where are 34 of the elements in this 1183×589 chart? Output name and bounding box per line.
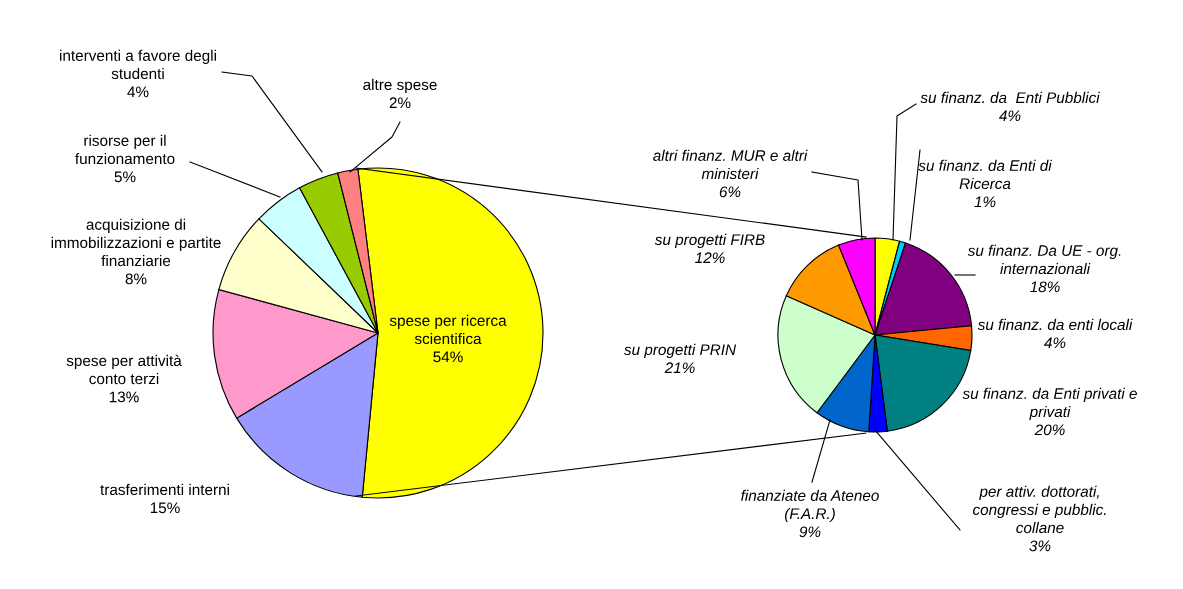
data-label: 4% [127, 86, 149, 98]
data-label: 12% [695, 252, 725, 264]
data-label: 2% [389, 97, 411, 109]
slice-label: risorse per il funzionamento [75, 134, 175, 165]
data-label: 21% [664, 362, 695, 374]
slice-label: su finanz. da Enti privati e privati [962, 387, 1137, 421]
slice-label: su progetti PRIN [624, 343, 737, 359]
data-label: 4% [999, 110, 1021, 122]
slice-label: interventi a favore degli studenti [60, 49, 216, 80]
data-label: 54% [433, 351, 463, 363]
data-label: 6% [719, 186, 741, 198]
slice-label: su finanz. da Enti Pubblici [920, 91, 1100, 104]
slice-label: trasferimenti interni [100, 483, 229, 496]
slice-label: altri finanz. MUR e altri ministeri [653, 149, 808, 180]
slice-label: altre spese [363, 78, 437, 94]
slice-label: su progetti FIRB [654, 233, 765, 249]
slice-label: su finanz. Da UE - org. internazionali [967, 244, 1121, 275]
data-label: 9% [799, 526, 821, 538]
data-label: 18% [1030, 281, 1060, 293]
data-label: 20% [1034, 424, 1065, 436]
data-label: 5% [114, 171, 136, 183]
slice-label: spese per ricerca scientifica [389, 314, 507, 345]
data-label: 3% [1029, 540, 1051, 552]
slice-label: per attiv. dottorati, congressi e pubblic. collane [972, 485, 1106, 534]
data-label: 4% [1044, 337, 1066, 349]
slice-label: finanziate da Ateneo (F.A.R.) [741, 489, 879, 523]
data-label: 1% [974, 196, 996, 208]
data-label: 13% [109, 391, 139, 403]
slice-label: acquisizione di immobilizzazioni e partite finanziarie [51, 218, 221, 267]
slice-label: su finanz. da Enti di Ricerca [918, 159, 1053, 190]
data-label: 15% [150, 502, 180, 514]
data-label: 8% [125, 273, 147, 285]
slice-label: spese per attività conto terzi [66, 354, 182, 385]
slice-label: su finanz. da enti locali [977, 318, 1133, 331]
